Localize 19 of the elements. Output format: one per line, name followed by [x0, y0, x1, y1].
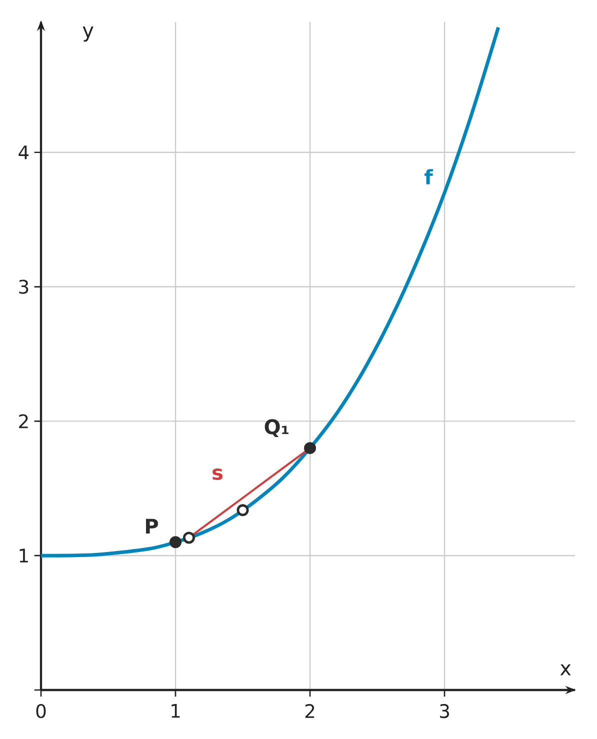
y-tick-label: 3 — [19, 280, 28, 294]
y-tick-label: 2 — [19, 414, 28, 428]
x-tick-label: 0 — [36, 704, 46, 718]
y-tick-label: 4 — [18, 146, 29, 160]
x-tick-label: 1 — [172, 704, 180, 718]
point — [236, 504, 249, 516]
x-tick-label: 2 — [305, 704, 314, 718]
line-series — [39, 26, 500, 558]
annotation: P — [146, 518, 158, 534]
y-axis-title: y — [82, 26, 94, 42]
annotation: s — [212, 468, 222, 480]
annotation: f — [424, 169, 434, 184]
annotation: Q₁ — [264, 419, 288, 437]
point — [170, 536, 182, 548]
y-tick-label: 1 — [20, 548, 28, 562]
x-axis-title: x — [560, 664, 571, 676]
x-tick-label: 3 — [440, 704, 449, 718]
point — [182, 532, 195, 544]
point — [304, 442, 316, 454]
